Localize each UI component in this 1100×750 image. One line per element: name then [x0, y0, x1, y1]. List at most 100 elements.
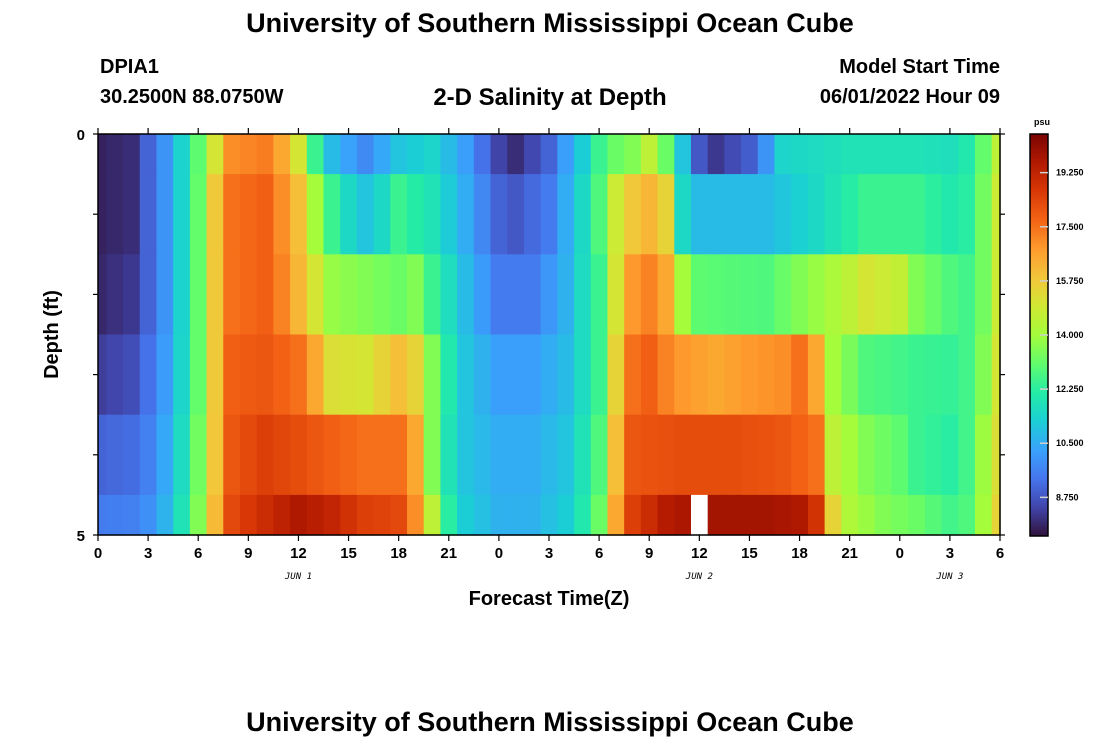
heatmap-cell	[290, 334, 308, 416]
heatmap-cell	[306, 134, 325, 175]
heatmap-cell	[941, 134, 959, 175]
heatmap-cell	[306, 494, 325, 536]
x-axis-ticks: 0 3 6 9 12 15 18 21 0 3 6 9 12 15 18 21 0 3 6	[94, 128, 1004, 562]
heatmap-cell	[640, 334, 659, 416]
heatmap-cell	[741, 334, 759, 416]
heatmap-cell	[924, 174, 943, 255]
colorbar-label: 8.750	[1056, 492, 1079, 502]
heatmap-cell	[323, 134, 341, 175]
heatmap-cell	[139, 334, 158, 416]
heatmap-cell	[239, 494, 258, 536]
colorbar-label: 12.250	[1056, 384, 1084, 394]
heatmap-cell	[473, 334, 492, 416]
heatmap-cell	[440, 494, 458, 536]
heatmap-cell	[891, 254, 909, 336]
heatmap-cell	[407, 254, 425, 336]
heatmap-cell	[407, 494, 425, 536]
heatmap-cell	[340, 254, 358, 336]
heatmap-cell	[139, 254, 158, 336]
heatmap-cell	[941, 494, 959, 536]
heatmap-cell	[757, 414, 776, 496]
heatmap-cell	[407, 134, 425, 175]
heatmap-cell	[657, 254, 675, 336]
heatmap-cell	[791, 494, 809, 536]
heatmap-cell	[841, 494, 859, 536]
date-label: JUN 2	[685, 572, 713, 582]
heatmap-cell	[523, 494, 542, 536]
heatmap-cell	[239, 334, 258, 416]
heatmap-cell	[490, 494, 508, 536]
heatmap-cell	[373, 174, 391, 255]
heatmap-cell	[590, 494, 609, 536]
heatmap-cell	[657, 494, 675, 536]
heatmap-cell	[306, 334, 325, 416]
heatmap-cell	[189, 134, 208, 175]
heatmap-cell	[757, 254, 776, 336]
heatmap-cell	[423, 134, 442, 175]
heatmap-cell	[891, 334, 909, 416]
heatmap-cell	[390, 334, 408, 416]
x-tick-label: 0	[94, 545, 102, 562]
heatmap-cell	[891, 134, 909, 175]
heatmap-cell	[507, 134, 525, 175]
heatmap-cell	[340, 174, 358, 255]
heatmap-cell	[239, 174, 258, 255]
x-tick-label: 0	[495, 545, 503, 562]
heatmap-cell	[908, 414, 926, 496]
heatmap-cell	[974, 494, 993, 536]
heatmap-cell	[607, 174, 625, 255]
heatmap-cell	[156, 174, 174, 255]
heatmap-cell	[373, 414, 391, 496]
heatmap-cell	[607, 334, 625, 416]
heatmap-cell	[624, 494, 642, 536]
heatmap-cell	[924, 134, 943, 175]
heatmap-cell	[690, 134, 709, 175]
x-tick-label: 15	[340, 545, 357, 562]
x-tick-label: 15	[741, 545, 758, 562]
heatmap-cell	[824, 414, 842, 496]
heatmap-cell	[223, 334, 241, 416]
heatmap-cell	[924, 254, 943, 336]
main-title: University of Southern Mississippi Ocean…	[246, 8, 854, 38]
heatmap-cell	[490, 134, 508, 175]
heatmap-cell	[156, 334, 174, 416]
heatmap-cell	[323, 174, 341, 255]
heatmap-cell	[774, 334, 792, 416]
heatmap-cell	[724, 334, 742, 416]
colorbar-labels: 19.250 17.500 15.750 14.000 12.250 10.500 8.75…	[1040, 168, 1084, 502]
heatmap-cell	[173, 414, 191, 496]
x-tick-label: 18	[390, 545, 407, 562]
heatmap-cell	[173, 174, 191, 255]
heatmap-cell	[273, 414, 291, 496]
heatmap-cell	[891, 494, 909, 536]
x-axis-label: Forecast Time(Z)	[469, 588, 630, 610]
heatmap-cell	[473, 134, 492, 175]
heatmap-cell	[891, 174, 909, 255]
heatmap-cell	[457, 334, 475, 416]
heatmap-cell	[858, 134, 876, 175]
heatmap-cell	[206, 254, 224, 336]
heatmap-cell	[306, 414, 325, 496]
heatmap-cell	[139, 414, 158, 496]
heatmap-cell	[373, 134, 391, 175]
heatmap-cell	[356, 494, 375, 536]
heatmap-cell	[824, 494, 842, 536]
heatmap-cell	[123, 494, 141, 536]
colorbar: psu 19.250 17.500 15.750 14.000 12.250 10.500…	[1029, 117, 1084, 537]
heatmap-cell	[189, 254, 208, 336]
heatmap-cell	[373, 494, 391, 536]
y-axis-label: Depth (ft)	[41, 290, 63, 379]
colorbar-unit: psu	[1034, 117, 1050, 127]
heatmap-cell	[674, 134, 692, 175]
heatmap-cell	[206, 414, 224, 496]
heatmap-cell	[574, 334, 592, 416]
heatmap-cell	[373, 334, 391, 416]
heatmap-cell	[273, 254, 291, 336]
footer-title: University of Southern Mississippi Ocean…	[246, 707, 854, 737]
heatmap-cell	[557, 414, 575, 496]
heatmap-cell	[206, 174, 224, 255]
heatmap-cell	[590, 134, 609, 175]
heatmap-cell	[908, 334, 926, 416]
heatmap-cell	[941, 414, 959, 496]
x-tick-label: 18	[791, 545, 808, 562]
